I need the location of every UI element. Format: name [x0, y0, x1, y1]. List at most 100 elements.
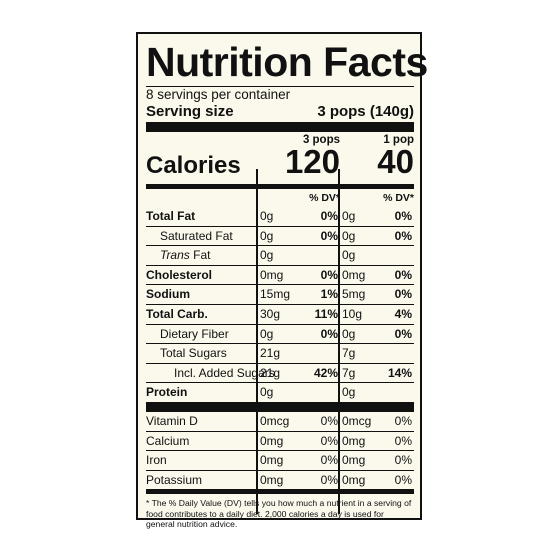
calories-block: 3 pops 1 pop Calories 120 40	[146, 132, 414, 184]
thick-divider	[146, 122, 414, 132]
calories-value-3-pops: 120	[284, 143, 340, 180]
nutrient-name: Total Carb.	[146, 306, 208, 321]
nutrient-name: Vitamin D	[146, 413, 198, 428]
nutrient-row: Cholesterol 0mg 0% 0mg 0%	[146, 264, 414, 285]
trans-italic: Trans	[160, 248, 190, 263]
nutrition-label: Nutrition Facts 8 servings per container…	[136, 32, 428, 529]
percent-dv-1-pop: 0%	[394, 453, 412, 468]
medium-divider	[146, 184, 414, 189]
column-header-3-pops: 3 pops	[302, 134, 340, 146]
nutrient-name: Sodium	[146, 287, 190, 302]
nutrient-name: Calcium	[146, 433, 190, 448]
amount-3-pops: 15mg	[260, 287, 291, 302]
nutrient-name: Incl. Added Sugars	[174, 365, 275, 380]
medium-divider	[146, 489, 414, 495]
amount-3-pops: 0mg	[260, 453, 284, 468]
label-content: Nutrition Facts 8 servings per container…	[146, 39, 428, 530]
amount-3-pops: 0mg	[260, 433, 284, 448]
amount-1-pop: 0g	[342, 385, 356, 400]
percent-dv-1-pop: 0%	[394, 209, 412, 223]
nutrient-table: Total Fat 0g 0% 0g 0% Saturated Fat 0g 0% 0g 0% Tr…	[146, 207, 414, 402]
footnote: * The % Daily Value (DV) tells you how m…	[146, 498, 412, 530]
percent-dv-1-pop: 0%	[394, 228, 412, 243]
nutrient-name: Protein	[146, 385, 188, 400]
amount-1-pop: 0mg	[342, 472, 366, 487]
amount-1-pop: 0mg	[342, 433, 366, 448]
thick-divider	[146, 401, 414, 412]
amount-3-pops: 21g	[260, 365, 281, 380]
divider	[146, 86, 414, 87]
percent-dv-3-pops: 0%	[320, 472, 338, 487]
percent-dv-3-pops: 0%	[320, 433, 338, 448]
serving-size-label: Serving size	[146, 103, 234, 120]
nutrient-row: Dietary Fiber 0g 0% 0g 0%	[146, 323, 414, 344]
nutrient-name: Trans Fat	[160, 248, 211, 263]
percent-dv-1-pop: 0%	[394, 413, 412, 428]
nutrient-row: Incl. Added Sugars 21g 42% 7g 14%	[146, 362, 414, 383]
nutrient-row: Saturated Fat 0g 0% 0g 0%	[146, 225, 414, 246]
dv-header-row: % DV* % DV*	[146, 189, 414, 207]
calories-value-1-pop: 40	[377, 143, 414, 180]
amount-1-pop: 0mcg	[342, 413, 372, 428]
nutrient-name: Potassium	[146, 472, 203, 487]
amount-1-pop: 7g	[342, 346, 356, 361]
percent-dv-1-pop: 0%	[394, 326, 412, 341]
column-header-1-pop: 1 pop	[383, 134, 414, 146]
amount-3-pops: 0g	[260, 326, 274, 341]
percent-dv-3-pops: 1%	[320, 287, 338, 302]
vitamin-row: Calcium 0mg 0% 0mg 0%	[146, 430, 414, 451]
amount-3-pops: 0mg	[260, 472, 284, 487]
amount-1-pop: 5mg	[342, 287, 366, 302]
amount-3-pops: 0g	[260, 248, 274, 263]
percent-dv-1-pop: 4%	[394, 306, 412, 321]
column-separator-1	[256, 169, 258, 514]
serving-size-value: 3 pops (140g)	[317, 103, 414, 120]
calories-label: Calories	[146, 152, 241, 179]
nutrient-row: Total Sugars 21g 7g	[146, 343, 414, 363]
amount-3-pops: 0mg	[260, 267, 284, 282]
percent-dv-1-pop: 0%	[394, 287, 412, 302]
servings-per-container: 8 servings per container	[146, 87, 291, 102]
nutrient-row: Trans Fat 0g 0g	[146, 245, 414, 265]
column-separator-2	[338, 169, 340, 514]
amount-1-pop: 0mg	[342, 453, 366, 468]
nutrient-name: Iron	[146, 453, 167, 468]
vitamin-row: Potassium 0mg 0% 0mg 0%	[146, 469, 414, 490]
vitamin-row: Vitamin D 0mcg 0% 0mcg 0%	[146, 412, 414, 431]
percent-dv-3-pops: 0%	[320, 267, 338, 282]
amount-1-pop: 0mg	[342, 267, 366, 282]
nutrient-row: Total Carb. 30g 11% 10g 4%	[146, 303, 414, 324]
amount-3-pops: 0g	[260, 228, 274, 243]
percent-dv-3-pops: 42%	[313, 365, 338, 380]
percent-dv-1-pop: 0%	[394, 267, 412, 282]
percent-dv-3-pops: 0%	[320, 228, 338, 243]
nutrient-row: Protein 0g 0g	[146, 382, 414, 402]
nutrient-name: Total Fat	[146, 209, 196, 223]
dv-header-2: % DV*	[383, 192, 414, 204]
nutrient-name: Saturated Fat	[160, 228, 233, 243]
nutrient-row: Sodium 15mg 1% 5mg 0%	[146, 284, 414, 304]
serving-size-row: Serving size 3 pops (140g)	[146, 103, 414, 120]
amount-3-pops: 21g	[260, 346, 281, 361]
amount-1-pop: 0g	[342, 228, 356, 243]
percent-dv-1-pop: 14%	[387, 365, 412, 380]
label-title: Nutrition Facts	[146, 39, 428, 85]
amount-1-pop: 7g	[342, 365, 356, 380]
amount-1-pop: 0g	[342, 326, 356, 341]
percent-dv-1-pop: 0%	[394, 472, 412, 487]
percent-dv-3-pops: 0%	[320, 326, 338, 341]
amount-3-pops: 0mcg	[260, 413, 290, 428]
amount-1-pop: 0g	[342, 209, 356, 223]
amount-3-pops: 0g	[260, 385, 274, 400]
amount-1-pop: 0g	[342, 248, 356, 263]
dv-header-1: % DV*	[309, 192, 340, 204]
percent-dv-3-pops: 0%	[320, 209, 338, 223]
percent-dv-3-pops: 11%	[314, 306, 338, 321]
percent-dv-1-pop: 0%	[394, 433, 412, 448]
vitamin-row: Iron 0mg 0% 0mg 0%	[146, 450, 414, 470]
nutrient-row: Total Fat 0g 0% 0g 0%	[146, 207, 414, 226]
percent-dv-3-pops: 0%	[320, 453, 338, 468]
amount-1-pop: 10g	[342, 306, 363, 321]
vitamin-table: Vitamin D 0mcg 0% 0mcg 0% Calcium 0mg 0% 0mg 0% Ir…	[146, 412, 414, 489]
nutrient-name: Dietary Fiber	[160, 326, 229, 341]
